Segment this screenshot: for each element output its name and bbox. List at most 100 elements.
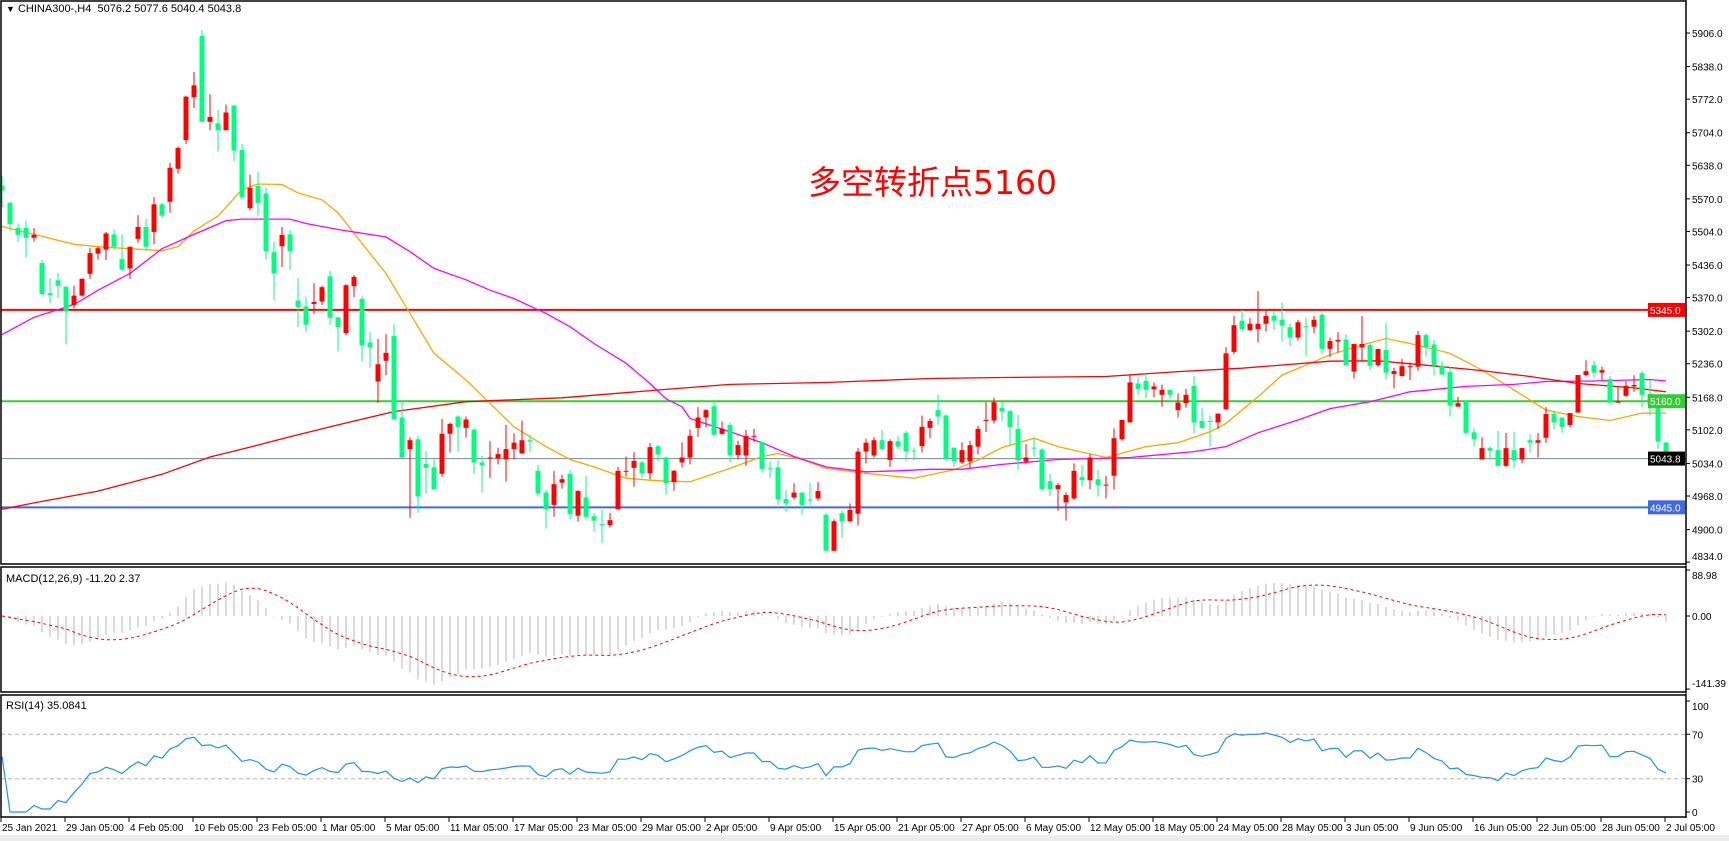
symbol-menu-arrow-icon[interactable]: ▼ xyxy=(6,4,15,14)
candle xyxy=(1439,360,1445,375)
candle xyxy=(23,220,29,258)
candle xyxy=(823,512,829,551)
candle xyxy=(1191,376,1197,434)
candle-body xyxy=(599,524,605,526)
candle xyxy=(703,409,709,428)
candle xyxy=(607,512,613,528)
candle-body xyxy=(1527,440,1533,443)
time-tick-label: 16 Jun 05:00 xyxy=(1474,823,1532,834)
time-tick-label: 22 Jun 05:00 xyxy=(1538,823,1596,834)
candle xyxy=(1447,366,1453,417)
ma-line-slow xyxy=(1,360,1667,510)
candle-body xyxy=(95,248,101,254)
candle-body xyxy=(111,234,117,247)
candle-body xyxy=(791,492,797,498)
candle xyxy=(847,503,853,523)
candle xyxy=(1183,388,1189,408)
candle xyxy=(431,459,437,491)
candle-body xyxy=(951,447,957,462)
candle xyxy=(1175,393,1181,418)
price-tick-label: 5570.0 xyxy=(1692,195,1723,206)
candle-body xyxy=(71,295,77,305)
candle xyxy=(439,418,445,477)
candle xyxy=(1535,432,1541,458)
candle-body xyxy=(1343,339,1349,366)
candle xyxy=(1071,463,1077,500)
candle xyxy=(1263,309,1269,332)
candle xyxy=(1031,438,1037,457)
macd-tick-label: -141.39 xyxy=(1692,679,1726,690)
candle-body xyxy=(1239,320,1245,330)
candle xyxy=(1,175,5,208)
candle xyxy=(47,278,53,304)
candle-body xyxy=(1511,450,1517,461)
candle xyxy=(647,443,653,480)
candle-body xyxy=(911,450,917,452)
candle xyxy=(623,456,629,477)
candle-body xyxy=(303,306,309,325)
candle-body xyxy=(895,441,901,447)
candle xyxy=(39,260,45,296)
candles xyxy=(1,30,1669,551)
candle-body xyxy=(431,467,437,490)
candle xyxy=(1055,483,1061,511)
candle-body xyxy=(1575,375,1581,413)
candle xyxy=(935,394,941,425)
candle-body xyxy=(847,509,853,522)
candle-body xyxy=(655,446,661,455)
candle xyxy=(919,415,925,453)
candle-body xyxy=(807,499,813,501)
candle-body xyxy=(735,445,741,456)
candle xyxy=(1095,469,1101,497)
candle xyxy=(63,286,69,345)
time-tick-label: 1 Mar 05:00 xyxy=(322,823,376,834)
time-tick-label: 11 Mar 05:00 xyxy=(450,823,509,834)
candle xyxy=(1519,447,1525,464)
candle-body xyxy=(423,463,429,468)
candle-body xyxy=(1391,371,1397,375)
price-tick-label: 5704.0 xyxy=(1692,129,1723,140)
candle xyxy=(991,397,997,424)
candle xyxy=(1247,318,1253,332)
price-tick-label: 5034.0 xyxy=(1692,459,1723,470)
candle-body xyxy=(1031,447,1037,449)
candle xyxy=(511,433,517,460)
candle xyxy=(1303,317,1309,356)
candle xyxy=(311,283,317,314)
candle-body xyxy=(591,516,597,521)
candle-body xyxy=(471,429,477,463)
candle xyxy=(399,400,405,458)
candle-body xyxy=(463,419,469,428)
candle-body xyxy=(223,112,229,131)
candle-body xyxy=(527,440,533,442)
candle-body xyxy=(1335,340,1341,342)
candle-body xyxy=(503,449,509,460)
candle-body xyxy=(1655,405,1661,442)
candle xyxy=(1487,446,1493,460)
candle xyxy=(463,416,469,438)
candle-body xyxy=(607,520,613,526)
candle-body xyxy=(1215,413,1221,423)
time-tick-label: 10 Feb 05:00 xyxy=(194,823,253,834)
candle-body xyxy=(103,233,109,250)
candle-body xyxy=(455,416,461,427)
candle xyxy=(1367,343,1373,371)
candle-body xyxy=(1111,438,1117,476)
candle xyxy=(247,174,253,211)
candle xyxy=(767,460,773,478)
candle xyxy=(831,519,837,551)
candle-body xyxy=(1423,335,1429,348)
candle-body xyxy=(495,454,501,459)
candle xyxy=(679,442,685,468)
rsi-tick-label: 30 xyxy=(1692,775,1704,786)
candle-body xyxy=(1599,370,1605,373)
candle xyxy=(1223,347,1229,411)
candle xyxy=(791,483,797,500)
candle-body xyxy=(175,148,181,169)
candle xyxy=(759,441,765,473)
candle-body xyxy=(311,302,317,304)
candle-body xyxy=(1319,314,1325,349)
time-tick-label: 3 Jun 05:00 xyxy=(1346,823,1399,834)
candle-body xyxy=(1591,365,1597,373)
candle-body xyxy=(391,336,397,420)
